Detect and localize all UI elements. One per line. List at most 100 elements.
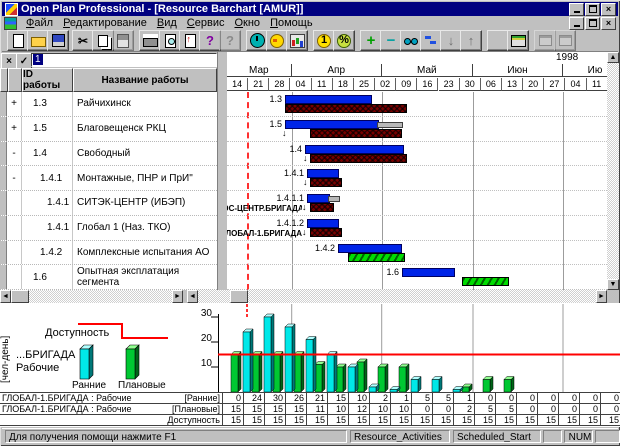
edit-input[interactable]: 1 [31,53,217,67]
row-gutter[interactable] [0,240,7,265]
resource-scheduling-button[interactable] [266,30,288,51]
tile-windows-button[interactable] [554,30,576,51]
paste-button[interactable] [112,30,134,51]
scroll-left-button[interactable]: ◄ [0,290,11,303]
row-gutter[interactable] [0,215,7,240]
early-dates-bar[interactable] [402,268,455,278]
link-activities-button[interactable] [400,30,422,51]
menu-help[interactable]: Помощь [270,17,313,29]
early-dates-bar[interactable] [338,243,402,253]
add-activity-button[interactable]: + [360,30,382,51]
document-icon[interactable] [4,16,17,30]
activity-id-cell[interactable]: 1.6 [22,265,73,289]
menu-service[interactable]: Сервис [186,17,225,29]
scroll-left-button[interactable]: ◄ [187,290,198,303]
copy-button[interactable] [92,30,114,51]
edit-cancel-button[interactable]: × [1,53,17,69]
early-dates-bar[interactable] [305,144,404,154]
activity-name-cell[interactable]: Благовещенск РКЦ [77,123,166,135]
activity-id-cell[interactable]: 1.3 [22,92,73,116]
activity-name-cell[interactable]: Комплексные испытания АО [77,246,210,258]
planned-dates-bar-green[interactable] [462,277,509,287]
time-analysis-button[interactable] [246,30,268,51]
scroll-right-button[interactable]: ► [596,290,607,303]
row-gutter[interactable] [0,265,7,289]
activity-name-cell[interactable]: СИТЭК-ЦЕНТР (ИБЭП) [77,197,186,209]
activity-id-cell[interactable]: 1.4.1 [22,191,73,215]
baseline-dates-bar[interactable] [285,104,407,113]
cost-button[interactable]: 1 [313,30,335,51]
early-dates-bar[interactable] [285,95,372,104]
app-icon[interactable] [5,2,18,16]
expand-toggle[interactable]: - [7,166,22,190]
table-row[interactable]: -1.4 Свободный [0,141,217,167]
row-gutter[interactable] [0,166,7,190]
help-button[interactable]: ? [199,30,221,51]
scrollbar-splitter[interactable] [183,290,187,303]
percent-complete-button[interactable]: % [333,30,355,51]
activity-id-cell[interactable]: 1.4.1 [22,166,73,190]
activity-id-cell[interactable]: 1.5 [22,116,73,141]
table-row[interactable]: 1.4.1 СИТЭК-ЦЕНТР (ИБЭП) [0,191,217,216]
expand-toggle[interactable]: - [7,141,22,166]
table-row[interactable]: -1.4.1 Монтажные, ПНР и ПрИ" [0,166,217,191]
early-dates-bar[interactable] [307,194,330,203]
open-button[interactable] [27,30,49,51]
restore-button[interactable] [585,2,600,16]
table-horizontal-scrollbar[interactable]: ◄ ► [0,290,183,303]
gantt-vertical-scrollbar[interactable]: ▲ ▼ [607,52,619,290]
scrollbar-thumb[interactable] [230,290,248,303]
print-preview-button[interactable] [159,30,181,51]
menu-view[interactable]: Вид [156,17,177,29]
activity-id-cell[interactable]: 1.4 [22,141,73,166]
table-row[interactable]: 1.6 Опытная эксплатация сегмента [0,265,217,290]
expand-toggle[interactable]: + [7,92,22,116]
table-row[interactable]: 1.4.2 Комплексные испытания АО [0,240,217,266]
cascade-windows-button[interactable] [534,30,556,51]
row-gutter[interactable] [0,141,7,166]
name-column-header[interactable]: Название работы [73,68,217,92]
table-row[interactable]: +1.5 Благовещенск РКЦ [0,116,217,142]
insert-activity-button[interactable] [179,30,201,51]
planned-dates-bar-green[interactable] [348,252,405,262]
delete-activity-button[interactable]: − [380,30,402,51]
table-row[interactable]: +1.3 Райчихинск [0,92,217,117]
id-column-header[interactable]: ID работы [22,68,73,92]
early-dates-bar[interactable] [307,218,339,228]
menu-window[interactable]: Окно [234,17,261,29]
table-row[interactable]: 1.4.1 Глобал 1 (Наз. ТКО) [0,215,217,241]
row-gutter[interactable] [0,116,7,141]
scrollbar-thumb[interactable] [11,290,29,303]
edit-accept-button[interactable]: ✓ [16,53,32,69]
scroll-down-button[interactable]: ▼ [607,279,619,290]
baseline-dates-bar[interactable] [310,178,342,188]
child-close-button[interactable]: × [601,16,616,30]
menu-file[interactable]: Файл [26,17,54,29]
child-minimize-button[interactable] [569,16,584,30]
baseline-dates-bar[interactable] [310,203,334,212]
activity-id-cell[interactable]: 1.4.1 [22,215,73,240]
child-restore-button[interactable] [585,16,600,30]
screen-layout-button[interactable] [507,30,529,51]
early-dates-bar[interactable] [307,169,339,179]
row-gutter[interactable] [0,191,7,215]
activity-name-cell[interactable]: Глобал 1 (Наз. ТКО) [77,222,171,234]
baseline-dates-bar[interactable] [310,153,407,163]
sort-z-button[interactable] [487,30,509,51]
move-up-button[interactable]: ↑ [460,30,482,51]
scroll-up-button[interactable]: ▲ [607,52,619,63]
minimize-button[interactable] [569,2,584,16]
menu-edit[interactable]: Редактирование [63,17,147,29]
activity-id-cell[interactable]: 1.4.2 [22,240,73,265]
activity-name-cell[interactable]: Райчихинск [77,98,131,110]
baseline-dates-bar[interactable] [310,128,402,138]
cut-button[interactable]: ✂ [72,30,94,51]
new-document-button[interactable] [7,30,29,51]
row-gutter[interactable] [0,92,7,116]
expand-toggle[interactable]: + [7,116,22,141]
baseline-dates-bar[interactable] [310,227,342,237]
activity-name-cell[interactable]: Свободный [77,147,131,159]
gantt-horizontal-scrollbar[interactable]: ◄ ► [187,290,607,303]
early-dates-bar[interactable] [285,119,379,129]
save-button[interactable] [47,30,69,51]
